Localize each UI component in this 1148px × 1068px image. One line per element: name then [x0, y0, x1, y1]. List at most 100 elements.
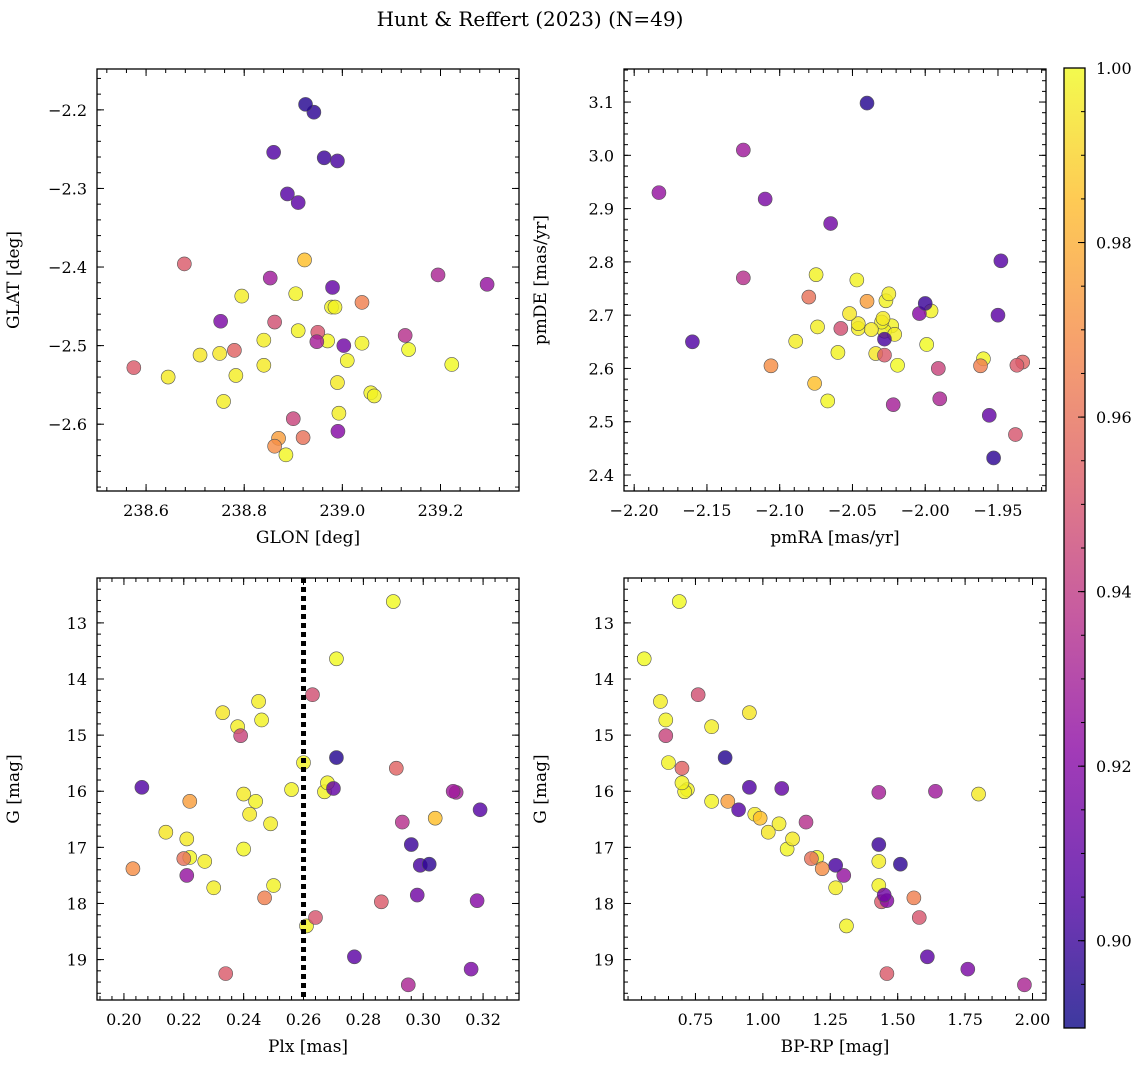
y-tick-label: 16 — [594, 782, 614, 801]
data-point — [877, 331, 892, 347]
data-point — [472, 802, 488, 818]
data-point — [911, 910, 927, 925]
data-point — [774, 781, 790, 796]
data-point — [674, 775, 690, 791]
data-point — [336, 338, 352, 353]
data-point — [263, 816, 278, 832]
y-axis-label: G [mag] — [531, 754, 551, 823]
data-point — [329, 651, 344, 667]
data-point — [685, 334, 700, 350]
data-point — [877, 347, 892, 363]
data-point — [932, 391, 948, 407]
y-tick-label: −2.5 — [48, 337, 87, 356]
data-point — [403, 837, 419, 852]
data-point — [808, 267, 824, 282]
data-point — [278, 447, 294, 463]
data-point — [690, 687, 706, 703]
data-point — [354, 295, 370, 310]
x-tick-label: 239.0 — [319, 501, 365, 520]
data-point — [374, 894, 389, 910]
y-tick-label: −2.6 — [48, 415, 87, 434]
data-point — [850, 316, 866, 331]
data-point — [256, 357, 272, 373]
data-point — [388, 760, 404, 776]
data-point — [284, 782, 299, 797]
data-point — [385, 594, 401, 609]
data-point — [736, 142, 751, 158]
data-point — [280, 186, 295, 202]
data-point — [469, 893, 485, 908]
x-tick-label: −2.15 — [682, 501, 731, 520]
y-axis-label: pmDE [mas/yr] — [531, 215, 551, 345]
data-point — [347, 949, 362, 965]
data-point — [661, 755, 676, 770]
data-point — [973, 358, 988, 374]
data-point — [236, 841, 251, 857]
data-point — [876, 887, 892, 903]
y-tick-label: −2.3 — [48, 179, 87, 198]
data-point — [234, 288, 250, 304]
data-point — [409, 887, 425, 903]
x-tick-label: −2.05 — [828, 501, 877, 520]
data-point — [325, 280, 340, 295]
y-tick-label: 2.8 — [589, 253, 614, 272]
data-point — [801, 289, 817, 305]
data-point — [215, 705, 231, 720]
data-point — [960, 961, 976, 977]
data-point — [757, 191, 773, 207]
data-point — [849, 272, 865, 288]
x-tick-label: 0.22 — [166, 1010, 202, 1029]
data-point — [330, 375, 345, 390]
data-point — [182, 794, 198, 809]
data-point — [192, 347, 208, 363]
data-point — [928, 783, 943, 799]
data-point — [309, 334, 325, 349]
panel-pmra-pmde: −2.20 −2.15 −2.10 −2.05 −2.00 −1.95 2.4 2.5 2.6 2… — [531, 68, 1047, 548]
data-point — [875, 311, 891, 326]
data-points — [126, 97, 495, 463]
y-tick-label: 18 — [594, 894, 614, 913]
data-point — [331, 405, 347, 421]
panels: 238.6 238.8 239.0 239.2 −2.6 −2.5 −2.4 −2.3 −2.2… — [4, 68, 1050, 1057]
data-point — [216, 394, 231, 409]
data-point — [427, 810, 443, 826]
data-point — [871, 785, 887, 800]
data-point — [931, 361, 946, 376]
data-point — [134, 780, 150, 795]
y-tick-label: −2.2 — [48, 101, 87, 120]
data-point — [233, 728, 248, 743]
colorbar-tick-label: 0.96 — [1096, 408, 1132, 427]
data-point — [658, 728, 674, 743]
panel-glon-glat: 238.6 238.8 239.0 239.2 −2.6 −2.5 −2.4 −2.3 −2.2… — [4, 68, 520, 548]
x-tick-label: 239.2 — [418, 501, 464, 520]
data-point — [206, 880, 222, 896]
y-tick-label: 18 — [67, 894, 87, 913]
figure-title: Hunt & Reffert (2023) (N=49) — [377, 7, 684, 31]
data-point — [444, 357, 460, 372]
y-tick-label: 17 — [594, 838, 614, 857]
ticks — [97, 577, 520, 1000]
data-point — [290, 323, 306, 338]
data-point — [267, 314, 282, 330]
data-point — [1008, 427, 1023, 442]
x-tick-label: 0.75 — [678, 1010, 714, 1029]
data-point — [823, 216, 838, 231]
y-tick-label: 3.0 — [589, 146, 614, 165]
data-point — [445, 783, 461, 799]
data-point — [990, 307, 1006, 323]
data-point — [879, 966, 895, 981]
data-point — [401, 342, 416, 357]
data-point — [671, 594, 687, 609]
data-points — [636, 594, 1032, 993]
colorbar-tick-label: 0.98 — [1096, 234, 1132, 253]
data-point — [760, 824, 776, 840]
panel-plx-g: 0.20 0.22 0.24 0.26 0.28 0.30 0.32 13 14 15 16 17 18… — [4, 577, 520, 1057]
x-tick-label: −2.10 — [755, 501, 804, 520]
data-point — [807, 376, 822, 391]
data-point — [290, 195, 306, 210]
data-points — [125, 594, 488, 993]
data-point — [228, 368, 244, 383]
y-tick-label: 2.5 — [589, 413, 614, 432]
x-tick-label: 0.28 — [346, 1010, 382, 1029]
data-point — [828, 880, 843, 896]
